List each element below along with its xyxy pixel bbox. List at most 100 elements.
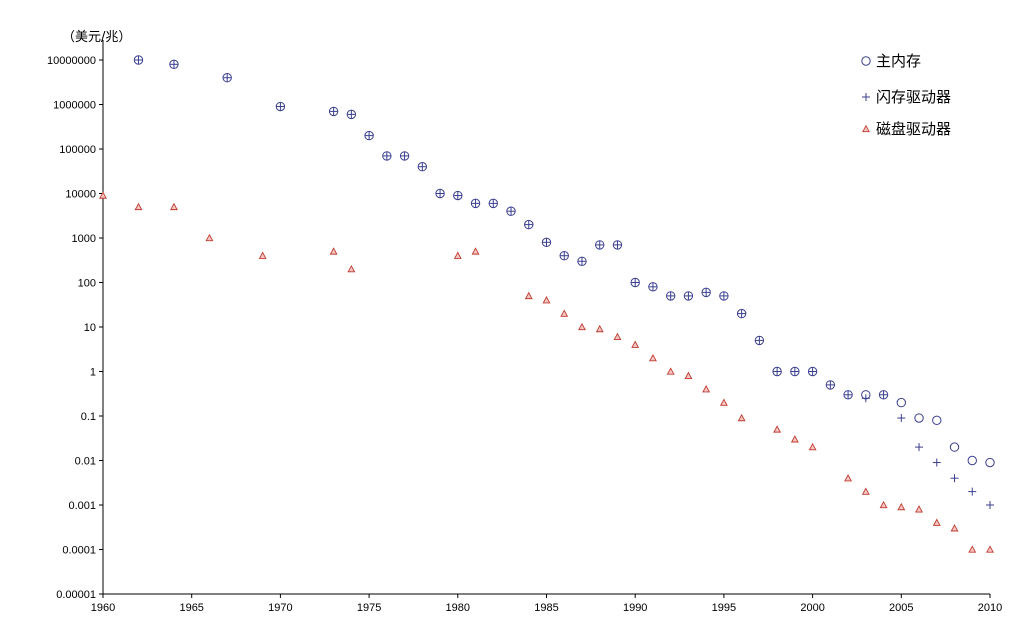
- data-point: [329, 107, 338, 116]
- data-point: [275, 101, 286, 112]
- tick-labels: 0.00001 0.0001 0.001 0.01 0.1 1 10 100 1000 10000…: [47, 55, 1002, 614]
- data-point: [365, 131, 374, 140]
- data-point: [719, 291, 728, 300]
- y-tick-label: 10000: [65, 189, 96, 201]
- data-point: [702, 288, 711, 297]
- x-tick-label: 1995: [712, 602, 736, 614]
- data-point: [134, 56, 143, 64]
- data-point: [524, 220, 533, 229]
- data-point: [382, 151, 391, 160]
- legend-label: 闪存驱动器: [876, 88, 951, 106]
- legend-item: 磁盘驱动器: [862, 120, 951, 138]
- circle-marker-icon: [861, 56, 871, 66]
- data-point: [968, 545, 977, 553]
- legend-item: 闪存驱动器: [862, 88, 951, 106]
- data-point: [613, 332, 622, 341]
- data-point: [542, 296, 551, 304]
- data-point: [754, 335, 765, 346]
- data-point: [949, 442, 960, 452]
- data-point: [134, 202, 143, 211]
- plus-marker-icon: [862, 93, 870, 101]
- data-point: [169, 60, 178, 69]
- data-point: [648, 282, 657, 291]
- data-point: [435, 188, 445, 199]
- y-tick-label: 0.001: [68, 500, 96, 512]
- data-point: [879, 500, 888, 509]
- data-point: [897, 502, 906, 511]
- data-point: [488, 198, 498, 209]
- data-point: [222, 73, 232, 83]
- data-point: [684, 371, 693, 379]
- data-point: [559, 251, 569, 261]
- data-point: [808, 367, 817, 376]
- data-point: [808, 442, 817, 451]
- data-point: [736, 308, 747, 319]
- data-point: [630, 277, 640, 288]
- data-point: [719, 291, 729, 301]
- series-3: [99, 191, 994, 553]
- x-tick-label: 2005: [889, 602, 913, 614]
- data-point: [773, 367, 782, 376]
- data-point: [524, 291, 533, 300]
- data-point: [986, 545, 994, 553]
- data-marks: [99, 55, 995, 553]
- data-point: [170, 202, 178, 211]
- data-point: [471, 247, 480, 255]
- data-point: [932, 458, 941, 467]
- data-point: [666, 367, 675, 375]
- data-point: [347, 110, 356, 119]
- data-point: [950, 474, 959, 483]
- data-point: [578, 322, 586, 331]
- y-tick-label: 0.1: [81, 411, 96, 423]
- data-point: [914, 413, 924, 423]
- data-point: [932, 415, 942, 426]
- x-tick-label: 2000: [800, 602, 824, 614]
- data-point: [950, 524, 959, 532]
- data-point: [382, 151, 392, 161]
- data-point: [915, 505, 923, 513]
- data-point: [542, 238, 551, 247]
- x-tick-label: 1985: [534, 602, 558, 614]
- data-point: [133, 55, 144, 65]
- data-point: [861, 394, 870, 403]
- data-point: [612, 240, 623, 250]
- data-point: [453, 190, 463, 201]
- data-point: [399, 151, 410, 161]
- data-point: [205, 233, 214, 242]
- data-point: [878, 390, 889, 400]
- data-point: [844, 474, 853, 482]
- data-point: [631, 278, 640, 287]
- data-point: [99, 191, 107, 199]
- data-point: [595, 240, 604, 249]
- data-point: [346, 109, 357, 120]
- data-point: [506, 206, 516, 216]
- data-point: [223, 73, 232, 82]
- y-tick-label: 1000: [72, 233, 96, 245]
- data-point: [666, 291, 675, 300]
- series-2: [134, 56, 994, 509]
- data-point: [453, 251, 462, 259]
- series-1: [133, 55, 995, 468]
- y-tick-label: 1000000: [53, 100, 96, 112]
- y-tick-label: 0.00001: [56, 589, 96, 601]
- y-tick-label: 0.0001: [62, 545, 96, 557]
- data-point: [258, 251, 267, 259]
- data-point: [347, 264, 356, 273]
- data-point: [915, 443, 924, 452]
- data-point: [470, 198, 481, 209]
- data-point: [560, 251, 569, 260]
- data-point: [631, 340, 640, 348]
- data-point: [648, 353, 657, 362]
- data-point: [826, 380, 835, 389]
- y-tick-label: 0.01: [75, 456, 96, 468]
- data-point: [684, 291, 693, 300]
- data-point: [861, 487, 870, 495]
- data-point: [897, 414, 906, 423]
- data-point: [807, 366, 818, 377]
- data-point: [400, 151, 409, 160]
- x-tick-label: 1975: [357, 602, 381, 614]
- y-tick-label: 10: [84, 322, 96, 334]
- legend-item: 主内存: [861, 52, 921, 70]
- x-tick-label: 1960: [91, 602, 115, 614]
